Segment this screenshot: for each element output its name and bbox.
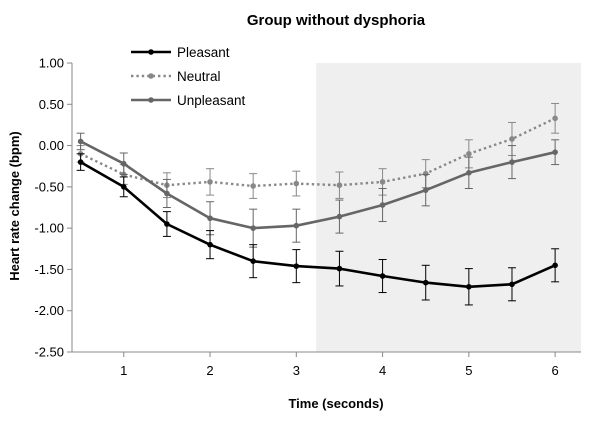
x-tick-label: 6: [552, 363, 559, 378]
data-point: [552, 262, 558, 269]
y-tick-label: -1.50: [34, 262, 64, 277]
data-point: [466, 170, 472, 176]
data-point: [422, 187, 429, 193]
y-axis-title: Heart rate change (bpm): [7, 131, 22, 281]
y-tick-label: -2.50: [34, 345, 64, 360]
data-point: [207, 215, 213, 222]
y-tick-label: -1.00: [34, 221, 64, 236]
data-point: [293, 180, 300, 187]
data-point: [379, 202, 386, 208]
data-point: [509, 281, 515, 288]
shaded-region: [316, 63, 581, 352]
data-point: [509, 159, 515, 165]
legend: Pleasant Neutral Unpleasant: [131, 45, 246, 108]
y-tick-labels: 1.00 0.50 0.00 -0.50 -1.00 -1.50 -2.00 -2.50: [34, 56, 64, 360]
data-point: [379, 179, 386, 185]
y-tick-label: -2.00: [34, 303, 64, 318]
x-tick-label: 4: [379, 363, 386, 378]
legend-marker-unpleasant: [148, 97, 154, 103]
series-pleasant: [76, 153, 560, 306]
data-point: [250, 258, 256, 264]
x-tick-marks: [123, 352, 556, 357]
series-unpleasant: [76, 132, 560, 248]
data-point: [422, 279, 429, 286]
data-point: [77, 159, 84, 165]
chart-title: Group without dysphoria: [247, 12, 426, 29]
data-point: [77, 138, 84, 145]
y-tick-label: -0.50: [34, 179, 64, 194]
data-point: [207, 179, 213, 185]
data-point: [552, 115, 558, 122]
y-tick-label: 0.50: [39, 97, 64, 112]
series-layer: [76, 102, 560, 306]
data-point: [164, 221, 170, 227]
data-point: [336, 182, 343, 189]
data-point: [379, 273, 386, 279]
data-point: [120, 160, 127, 167]
data-point: [466, 151, 472, 157]
series-line-pleasant: [79, 160, 556, 289]
data-point: [509, 136, 515, 142]
legend-marker-pleasant: [148, 49, 154, 55]
data-point: [336, 213, 343, 220]
x-tick-label: 3: [293, 363, 300, 378]
data-point: [250, 225, 256, 231]
data-point: [120, 184, 127, 190]
y-tick-marks: [67, 62, 72, 353]
data-point: [250, 183, 256, 189]
y-tick-label: 1.00: [39, 56, 64, 71]
x-tick-label: 1: [120, 363, 127, 378]
data-point: [207, 241, 213, 248]
data-point: [293, 222, 300, 229]
data-point: [552, 149, 558, 155]
legend-label-unpleasant: Unpleasant: [177, 93, 246, 108]
legend-label-pleasant: Pleasant: [177, 45, 230, 60]
y-tick-label: 0.00: [39, 138, 64, 153]
data-point: [164, 190, 170, 197]
data-point: [422, 170, 429, 177]
data-point: [293, 263, 300, 269]
data-point: [336, 265, 343, 272]
x-axis-title: Time (seconds): [288, 396, 383, 411]
x-tick-labels: 1 2 3 4 5 6: [120, 363, 559, 378]
x-tick-label: 2: [206, 363, 213, 378]
x-tick-label: 5: [465, 363, 472, 378]
legend-marker-neutral: [148, 73, 154, 79]
legend-label-neutral: Neutral: [177, 69, 221, 84]
series-line-neutral: [80, 117, 556, 188]
data-point: [466, 283, 472, 290]
series-line-unpleasant: [80, 140, 556, 230]
